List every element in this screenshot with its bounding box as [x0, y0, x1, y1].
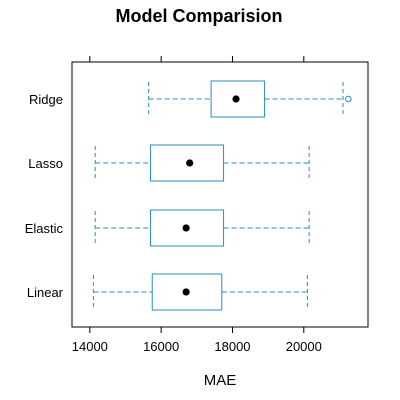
x-tick-label: 16000	[143, 339, 179, 354]
y-category-label: Elastic	[25, 221, 64, 236]
y-category-label: Linear	[27, 285, 64, 300]
x-tick-label: 20000	[286, 339, 322, 354]
outlier-point	[345, 95, 352, 103]
box-linear	[92, 273, 308, 311]
x-tick-label: 14000	[72, 339, 108, 354]
boxes-layer	[92, 80, 352, 311]
box-elastic	[94, 209, 310, 247]
x-tick-label: 18000	[214, 339, 250, 354]
y-axis: Linear Elastic Lasso Ridge	[25, 92, 64, 300]
median-dot	[182, 224, 190, 232]
median-dot	[182, 288, 190, 296]
y-category-label: Ridge	[29, 92, 63, 107]
x-axis: 14000 16000 18000 20000	[72, 56, 322, 354]
median-dot	[186, 159, 194, 167]
y-category-label: Lasso	[28, 156, 63, 171]
box-lasso	[94, 144, 310, 182]
chart-title: Model Comparision	[115, 6, 282, 26]
plot-frame	[71, 61, 369, 328]
box-ridge	[148, 80, 352, 118]
x-axis-label: MAE	[204, 372, 237, 389]
median-dot	[232, 95, 240, 103]
